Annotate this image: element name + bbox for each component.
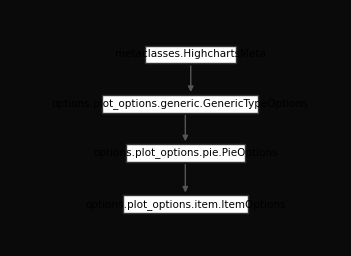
FancyBboxPatch shape xyxy=(145,46,236,63)
FancyBboxPatch shape xyxy=(126,144,245,162)
Text: options.plot_options.generic.GenericTypeOptions: options.plot_options.generic.GenericType… xyxy=(52,98,308,109)
Text: options.plot_options.pie.PieOptions: options.plot_options.pie.PieOptions xyxy=(93,147,278,158)
FancyBboxPatch shape xyxy=(101,95,258,113)
Text: metaclasses.HighchartsMeta: metaclasses.HighchartsMeta xyxy=(115,49,266,59)
Text: options.plot_options.item.ItemOptions: options.plot_options.item.ItemOptions xyxy=(85,199,286,210)
FancyBboxPatch shape xyxy=(123,195,248,213)
